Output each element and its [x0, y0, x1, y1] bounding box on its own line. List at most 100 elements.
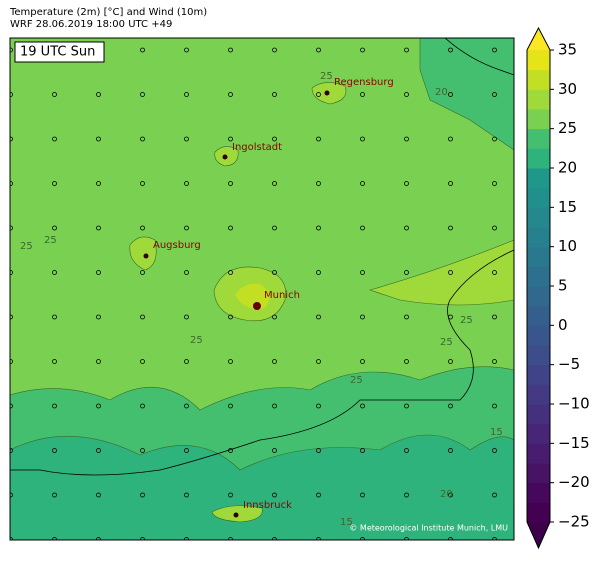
- city-label: Ingolstadt: [232, 142, 282, 153]
- wind-station: [404, 492, 409, 498]
- wind-station: [184, 270, 189, 275]
- colorbar-band: [527, 482, 550, 503]
- wind-station: [140, 270, 145, 275]
- colorbar-band: [527, 286, 550, 307]
- colorbar-under: [527, 522, 550, 548]
- contour-label: 20: [435, 87, 448, 98]
- wind-station: [404, 314, 409, 320]
- wind-station: [140, 136, 145, 142]
- wind-station: [96, 492, 101, 498]
- wind-station: [272, 270, 277, 275]
- colorbar-band: [527, 266, 550, 287]
- colorbar-band: [527, 384, 550, 405]
- wind-station: [228, 181, 233, 186]
- colorbar-tick-label: −25: [558, 513, 590, 531]
- wind-station: [184, 314, 189, 320]
- wind-station: [52, 225, 57, 231]
- colorbar-tick-label: −10: [558, 395, 590, 413]
- colorbar: 35 30 25 20 15 10 5 0 −5 −10 −15 −20 −25: [526, 26, 590, 550]
- wind-station: [272, 136, 277, 142]
- contour-label: 25: [350, 375, 363, 386]
- colorbar-band: [527, 443, 550, 464]
- wind-station: [96, 136, 101, 142]
- time-label: 19 UTC Sun: [20, 45, 95, 60]
- colorbar-tick-label: 5: [558, 277, 568, 295]
- wind-station: [404, 359, 409, 364]
- wind-station: [316, 225, 321, 231]
- wind-station: [140, 448, 145, 453]
- colorbar-over: [527, 28, 550, 50]
- colorbar-tick-label: 25: [558, 119, 577, 137]
- wind-station: [448, 270, 453, 275]
- wind-station: [228, 448, 233, 453]
- wind-station: [96, 359, 101, 364]
- wind-station: [316, 403, 321, 409]
- contour-label: 20: [440, 489, 453, 500]
- wind-station: [140, 47, 145, 53]
- wind-station: [228, 225, 233, 231]
- colorbar-band: [527, 207, 550, 228]
- city-label: Innsbruck: [243, 500, 292, 511]
- wind-station: [96, 181, 101, 186]
- colorbar-band: [527, 502, 550, 523]
- wind-station: [272, 181, 277, 186]
- wind-station: [184, 136, 189, 142]
- wind-station: [404, 403, 409, 409]
- wind-station: [492, 492, 497, 498]
- colorbar-band: [527, 463, 550, 484]
- wind-station: [448, 225, 453, 231]
- colorbar-tick-label: −20: [558, 473, 590, 491]
- wind-station: [492, 314, 497, 320]
- colorbar-tick-label: 30: [558, 80, 577, 98]
- wind-station: [360, 47, 365, 53]
- wind-station: [404, 448, 409, 453]
- wind-station: [272, 225, 277, 231]
- wind-station: [360, 492, 365, 498]
- wind-station: [228, 47, 233, 53]
- colorbar-band: [527, 69, 550, 90]
- wind-station: [448, 403, 453, 409]
- wind-station: [52, 181, 57, 186]
- wind-station: [184, 92, 189, 97]
- colorbar-tick-label: 10: [558, 237, 577, 255]
- map-area: [10, 38, 514, 540]
- wind-station: [492, 47, 497, 53]
- wind-station: [360, 448, 365, 453]
- wind-station: [360, 181, 365, 186]
- city-label: Munich: [264, 290, 300, 301]
- map-frame: [9, 37, 515, 541]
- wind-station: [228, 492, 233, 498]
- wind-station: [316, 181, 321, 186]
- wind-station: [448, 314, 453, 320]
- wind-station: [184, 225, 189, 231]
- colorbar-band: [527, 246, 550, 267]
- wind-station: [360, 92, 365, 97]
- wind-station: [316, 47, 321, 53]
- colorbar-band: [527, 109, 550, 130]
- wind-station: [360, 359, 365, 364]
- credit: © Meteorological Institute Munich, LMU: [349, 524, 508, 533]
- wind-station: [316, 270, 321, 275]
- contour-label: 15: [490, 427, 503, 438]
- wind-station: [96, 225, 101, 231]
- wind-station: [492, 136, 497, 142]
- wind-station: [52, 448, 57, 453]
- wind-station: [52, 403, 57, 409]
- title: Temperature (2m) [°C] and Wind (10m): [9, 7, 207, 18]
- wind-station: [140, 92, 145, 97]
- wind-station: [360, 403, 365, 409]
- wind-station: [360, 314, 365, 320]
- wind-station: [96, 448, 101, 453]
- wind-station: [492, 225, 497, 231]
- colorbar-band: [527, 128, 550, 149]
- wind-station: [316, 359, 321, 364]
- wind-station: [492, 403, 497, 409]
- wind-station: [492, 448, 497, 453]
- wind-station: [316, 92, 321, 97]
- subtitle: WRF 28.06.2019 18:00 UTC +49: [10, 19, 172, 30]
- wind-station: [184, 47, 189, 53]
- wind-station: [184, 181, 189, 186]
- colorbar-tick-label: 0: [558, 316, 568, 334]
- colorbar-band: [527, 227, 550, 248]
